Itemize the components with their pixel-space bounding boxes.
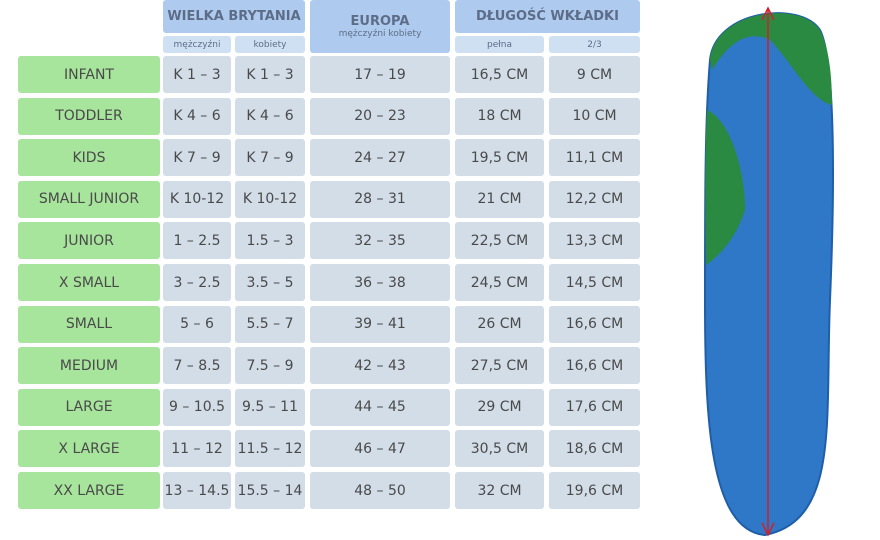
size-cell: 32 – 35 [310,222,450,260]
size-cell: 24 – 27 [310,139,450,177]
size-cell: 1 – 2.5 [163,222,231,260]
size-cell: 44 – 45 [310,388,450,426]
size-cell: 36 – 38 [310,264,450,301]
size-cell: 11,1 CM [549,139,640,177]
size-label: X LARGE [18,430,160,468]
header-length: DŁUGOŚĆ WKŁADKI [455,0,640,33]
size-cell: 17 – 19 [310,56,450,93]
size-cell: K 7 – 9 [163,139,231,177]
size-cell: 10 CM [549,97,640,135]
size-cell: 15.5 – 14 [235,472,305,509]
size-cell: 5 – 6 [163,305,231,343]
size-cell: 24,5 CM [455,264,544,301]
size-cell: 11.5 – 12 [235,430,305,468]
size-label: MEDIUM [18,347,160,385]
size-cell: 5.5 – 7 [235,305,305,343]
size-label: XX LARGE [18,472,160,509]
size-cell: 16,6 CM [549,347,640,385]
size-cell: 21 CM [455,180,544,218]
header-full: pełna [455,36,544,53]
size-cell: K 10-12 [235,180,305,218]
size-cell: 9 CM [549,56,640,93]
size-label: KIDS [18,139,160,177]
size-cell: 17,6 CM [549,388,640,426]
size-cell: 13 – 14.5 [163,472,231,509]
header-uk: WIELKA BRYTANIA [163,0,305,33]
size-cell: 3.5 – 5 [235,264,305,301]
size-label: JUNIOR [18,222,160,260]
size-cell: 26 CM [455,305,544,343]
size-cell: 42 – 43 [310,347,450,385]
size-cell: K 4 – 6 [163,97,231,135]
size-cell: 12,2 CM [549,180,640,218]
header-uk-men: mężczyźni [163,36,231,53]
size-cell: 18 CM [455,97,544,135]
header-europe: EUROPA mężczyźni kobiety [310,0,450,53]
size-cell: 14,5 CM [549,264,640,301]
size-cell: K 10-12 [163,180,231,218]
size-cell: K 1 – 3 [235,56,305,93]
size-cell: 46 – 47 [310,430,450,468]
size-cell: 19,6 CM [549,472,640,509]
size-cell: 29 CM [455,388,544,426]
size-label: SMALL [18,305,160,343]
size-cell: 7.5 – 9 [235,347,305,385]
size-cell: 7 – 8.5 [163,347,231,385]
header-two-thirds: 2/3 [549,36,640,53]
size-label: INFANT [18,56,160,93]
size-cell: 32 CM [455,472,544,509]
size-cell: 16,6 CM [549,305,640,343]
size-cell: 48 – 50 [310,472,450,509]
size-cell: 30,5 CM [455,430,544,468]
size-cell: K 1 – 3 [163,56,231,93]
insole-illustration [703,6,834,537]
size-cell: 16,5 CM [455,56,544,93]
size-label: LARGE [18,388,160,426]
size-cell: K 4 – 6 [235,97,305,135]
size-cell: 1.5 – 3 [235,222,305,260]
size-cell: 9.5 – 11 [235,388,305,426]
size-cell: 19,5 CM [455,139,544,177]
size-cell: K 7 – 9 [235,139,305,177]
size-cell: 28 – 31 [310,180,450,218]
header-uk-women: kobiety [235,36,305,53]
size-cell: 18,6 CM [549,430,640,468]
size-cell: 3 – 2.5 [163,264,231,301]
header-europe-title: EUROPA [350,14,410,29]
size-cell: 11 – 12 [163,430,231,468]
size-cell: 27,5 CM [455,347,544,385]
size-label: X SMALL [18,264,160,301]
size-cell: 39 – 41 [310,305,450,343]
size-label: TODDLER [18,97,160,135]
size-cell: 9 – 10.5 [163,388,231,426]
header-europe-sub: mężczyźni kobiety [338,29,422,39]
size-cell: 13,3 CM [549,222,640,260]
size-cell: 22,5 CM [455,222,544,260]
size-cell: 20 – 23 [310,97,450,135]
size-label: SMALL JUNIOR [18,180,160,218]
